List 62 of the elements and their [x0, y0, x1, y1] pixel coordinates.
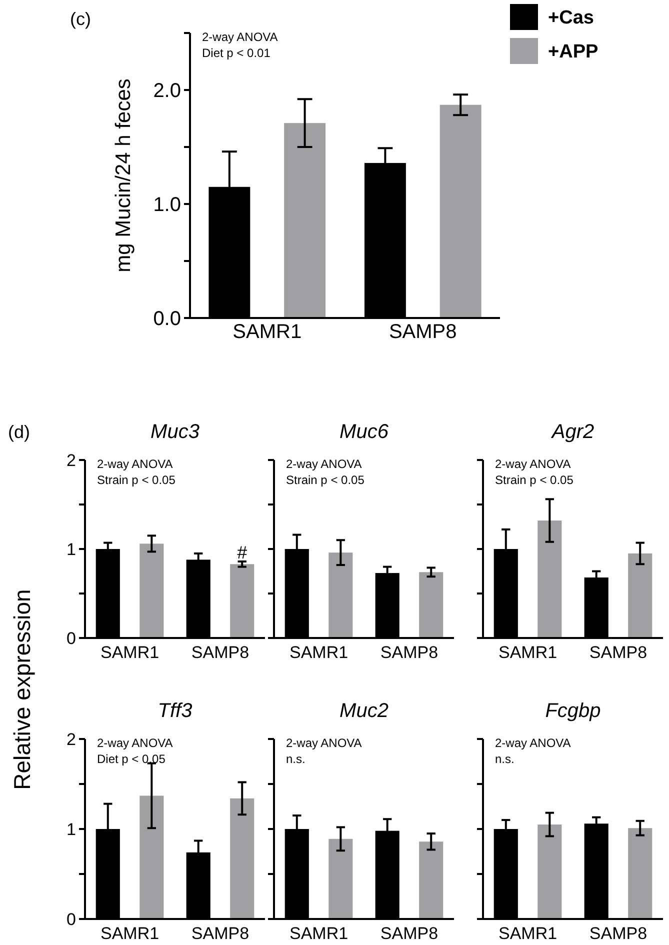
y-tick-label: 1 — [66, 540, 76, 559]
annotation: Strain p < 0.05 — [97, 473, 176, 487]
x-tick-label: SAMP8 — [380, 924, 438, 943]
annotation: Diet p < 0.05 — [97, 752, 166, 766]
annotation: 2-way ANOVA — [495, 457, 571, 471]
y-axis-title: mg Mucin/24 h feces — [112, 78, 135, 272]
bar — [328, 838, 353, 919]
chart-title: Agr2 — [550, 421, 594, 443]
chart-title: Fcgbp — [545, 700, 601, 722]
y-tick-label: 2.0 — [153, 80, 181, 102]
x-tick-label: SAMP8 — [191, 924, 250, 943]
x-tick-label: SAMR1 — [498, 643, 558, 662]
annotation: Diet p < 0.01 — [202, 46, 271, 60]
annotation: 2-way ANOVA — [97, 736, 173, 750]
y-tick-label: 1 — [66, 820, 76, 839]
y-tick-label: 0 — [66, 910, 76, 929]
x-tick-label: SAMP8 — [388, 321, 457, 343]
x-tick-label: SAMP8 — [380, 643, 438, 662]
annotation: 2-way ANOVA — [202, 30, 278, 44]
annotation: Strain p < 0.05 — [495, 473, 574, 487]
bar — [440, 104, 482, 318]
chart-title: (c) — [70, 9, 91, 29]
annotation: 2-way ANOVA — [495, 736, 571, 750]
annotation: n.s. — [495, 752, 514, 766]
bar — [628, 553, 652, 638]
bar — [230, 564, 254, 638]
x-tick-label: SAMP8 — [191, 643, 250, 662]
x-tick-label: SAMR1 — [100, 924, 160, 943]
chart-title: Muc6 — [340, 421, 390, 443]
chart-title: Tff3 — [158, 700, 192, 722]
chart-title: Muc3 — [150, 421, 200, 443]
y-tick-label: 1.0 — [153, 194, 181, 216]
annotation: 2-way ANOVA — [286, 457, 362, 471]
annotation: # — [237, 542, 248, 562]
text: (d) — [8, 422, 30, 442]
bar — [140, 544, 164, 638]
annotation: 2-way ANOVA — [97, 457, 173, 471]
annotation: Strain p < 0.05 — [286, 473, 365, 487]
chart-title: Muc2 — [340, 700, 388, 722]
x-tick-label: SAMR1 — [232, 321, 302, 343]
legend-label: +Cas — [548, 8, 594, 29]
y-tick-label: 0 — [66, 628, 76, 648]
bar — [538, 520, 562, 638]
bar — [230, 798, 254, 919]
x-tick-label: SAMR1 — [498, 924, 558, 943]
bar — [284, 123, 326, 318]
bar — [419, 842, 444, 919]
y-tick-label: 0.0 — [153, 308, 181, 330]
bar — [140, 796, 164, 919]
y-axis-title: Relative expression — [9, 589, 35, 790]
x-tick-label: SAMP8 — [589, 924, 648, 943]
bar — [328, 552, 353, 638]
bar — [419, 572, 444, 638]
x-tick-label: SAMR1 — [289, 924, 348, 943]
y-tick-label: 2 — [66, 730, 76, 749]
x-tick-label: SAMP8 — [589, 643, 648, 662]
annotation: 2-way ANOVA — [286, 736, 362, 750]
y-tick-label: 2 — [66, 450, 76, 470]
x-tick-label: SAMR1 — [289, 643, 348, 662]
legend-label: +APP — [548, 42, 598, 63]
x-tick-label: SAMR1 — [100, 643, 160, 662]
annotation: n.s. — [286, 752, 306, 766]
